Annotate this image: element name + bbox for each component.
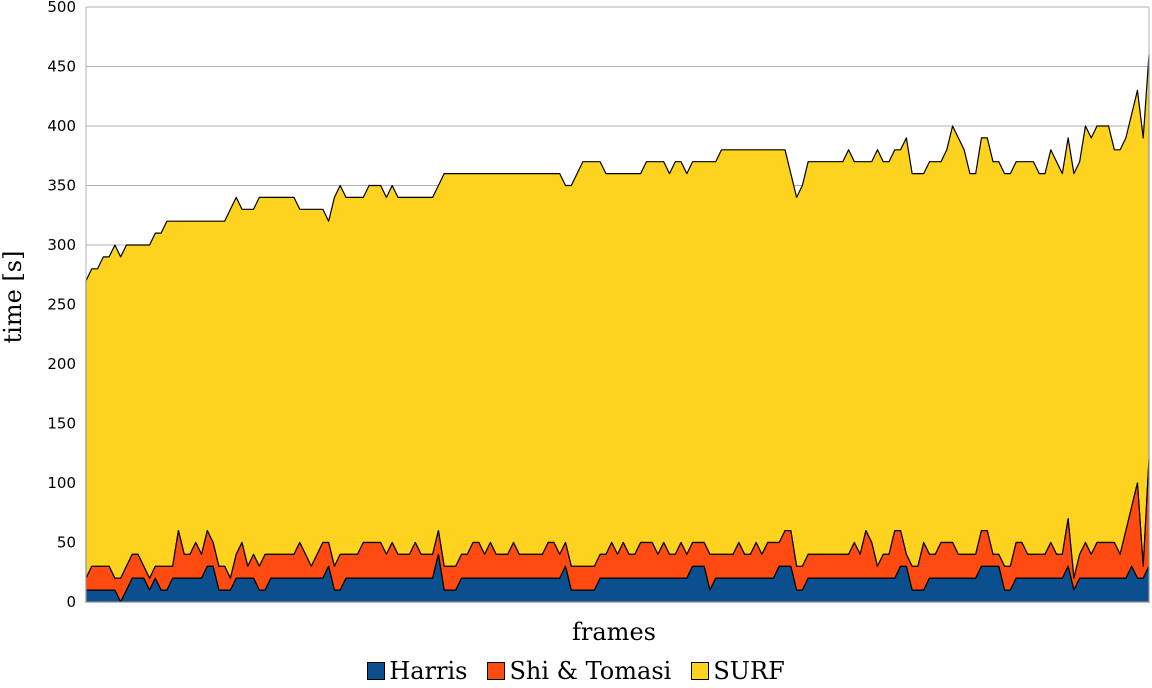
y-tick-labels: 0 50 100 150 200 250 300 350 400 450 500 bbox=[47, 0, 76, 611]
y-tick-label-400: 400 bbox=[47, 117, 76, 135]
series-areas bbox=[85, 54, 1150, 603]
y-tick-label-0: 0 bbox=[66, 593, 76, 611]
area-surf bbox=[85, 54, 1150, 579]
legend-item-harris: Harris bbox=[367, 657, 467, 685]
legend-label-shi-tomasi: Shi & Tomasi bbox=[509, 657, 672, 685]
y-tick-label-250: 250 bbox=[47, 296, 76, 314]
legend-swatch-harris bbox=[367, 662, 386, 680]
axes bbox=[85, 7, 1150, 603]
y-tick-label-150: 150 bbox=[47, 415, 76, 433]
y-tick-label-300: 300 bbox=[47, 236, 76, 254]
y-tick-label-500: 500 bbox=[47, 0, 76, 16]
legend-item-surf: SURF bbox=[691, 657, 785, 685]
y-tick-label-450: 450 bbox=[47, 58, 76, 76]
legend-swatch-surf bbox=[691, 662, 710, 680]
stacked-area-chart: 0 50 100 150 200 250 300 350 400 450 500 frames ti… bbox=[0, 0, 1150, 646]
y-tick-label-100: 100 bbox=[47, 474, 76, 492]
legend-label-surf: SURF bbox=[713, 657, 785, 685]
y-tick-label-50: 50 bbox=[57, 534, 76, 552]
y-tick-label-350: 350 bbox=[47, 177, 76, 195]
legend-item-shi-tomasi: Shi & Tomasi bbox=[487, 657, 671, 685]
y-axis-label: time [s] bbox=[0, 251, 27, 344]
legend: Harris Shi & Tomasi SURF bbox=[0, 654, 1152, 688]
legend-label-harris: Harris bbox=[389, 657, 468, 685]
y-tick-label-200: 200 bbox=[47, 355, 76, 373]
legend-swatch-shi-tomasi bbox=[487, 662, 506, 680]
x-axis-label: frames bbox=[572, 618, 656, 646]
